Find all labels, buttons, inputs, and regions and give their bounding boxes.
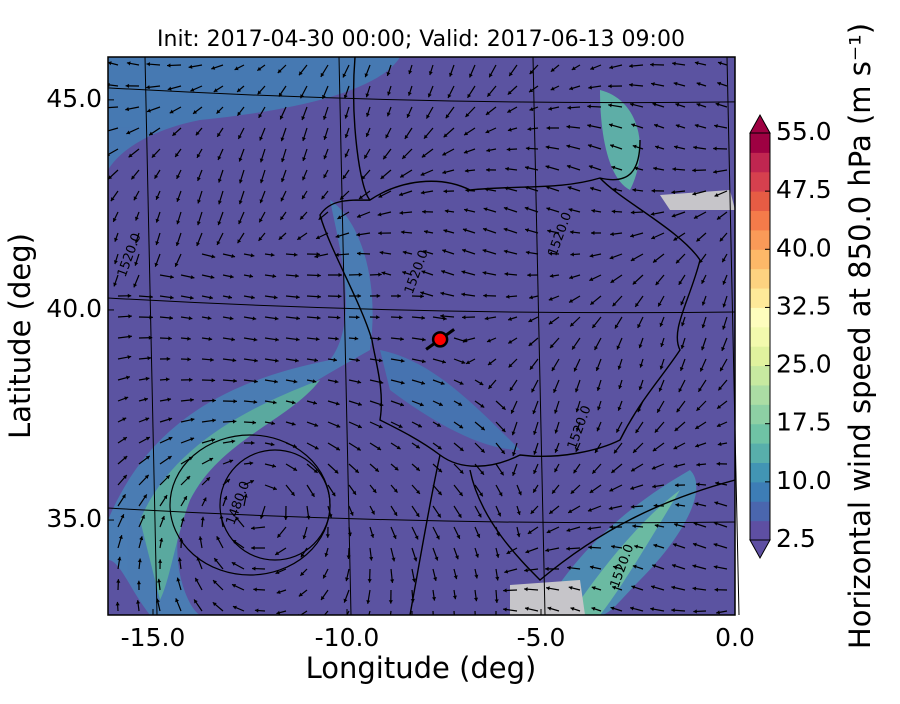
colorbar-tick-label: 10.0 <box>776 466 832 495</box>
colorbar-segment <box>750 366 770 386</box>
colorbar-tick-label: 40.0 <box>776 233 832 262</box>
colorbar-tick-label: 2.5 <box>776 524 816 553</box>
arrow-head <box>319 617 323 621</box>
colorbar-segment <box>750 385 770 405</box>
colorbar-tick-label: 25.0 <box>776 350 832 379</box>
location-marker <box>433 332 447 346</box>
colorbar-segment <box>750 152 770 172</box>
x-tick-label: -5.0 <box>517 623 566 652</box>
colorbar-segment <box>750 307 770 327</box>
arrow-head <box>473 620 477 624</box>
colorbar-segment <box>750 288 770 308</box>
arrow-head <box>431 616 435 620</box>
colorbar-tick-label: 32.5 <box>776 291 832 320</box>
x-tick-label: 0.0 <box>715 623 755 652</box>
y-axis-label: Latitude (deg) <box>3 233 37 439</box>
y-tick-label: 45.0 <box>46 84 102 113</box>
colorbar-segment <box>750 191 770 211</box>
y-tick-label: 35.0 <box>46 504 102 533</box>
x-tick-label: -15.0 <box>121 623 186 652</box>
colorbar-segment <box>750 269 770 289</box>
colorbar-tick-label: 47.5 <box>776 175 832 204</box>
x-tick-label: -10.0 <box>315 623 380 652</box>
colorbar-tick-label: 55.0 <box>776 117 832 146</box>
colorbar-segment <box>750 443 770 463</box>
colorbar-segment <box>750 404 770 424</box>
colorbar-segment <box>750 249 770 269</box>
colorbar-segment <box>750 501 770 521</box>
colorbar-segment <box>750 172 770 192</box>
arrow-shaft <box>475 611 476 624</box>
colorbar-segment <box>750 327 770 347</box>
x-axis-label: Longitude (deg) <box>306 651 537 685</box>
colorbar-segment <box>750 346 770 366</box>
terrain-mask <box>510 580 585 615</box>
colorbar-segment <box>750 211 770 231</box>
colorbar-segment <box>750 230 770 250</box>
arrow-head <box>452 618 456 622</box>
arrow-head <box>410 619 414 622</box>
colorbar-segment <box>750 482 770 502</box>
arrow-head <box>494 621 498 624</box>
colorbar-segment <box>750 133 770 153</box>
colorbar-extend-low <box>750 540 770 558</box>
colorbar-segment <box>750 424 770 444</box>
colorbar-segment <box>750 521 770 541</box>
map-area <box>105 57 735 625</box>
y-tick-label: 40.0 <box>46 294 102 323</box>
colorbar-tick-label: 17.5 <box>776 408 832 437</box>
arrow-head <box>388 620 392 624</box>
chart-title: Init: 2017-04-30 00:00; Valid: 2017-06-1… <box>157 27 685 52</box>
colorbar-extend-high <box>750 115 770 133</box>
arrow-shaft <box>105 107 118 108</box>
colorbar-segment <box>750 462 770 482</box>
colorbar-label: Horizontal wind speed at 850.0 hPa (m s⁻… <box>843 23 877 649</box>
arrow-shaft <box>454 611 455 622</box>
